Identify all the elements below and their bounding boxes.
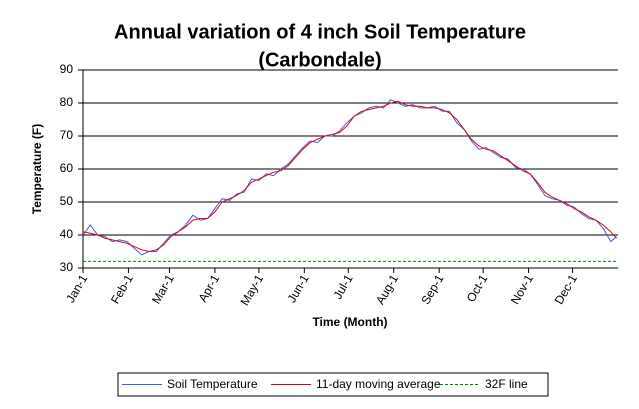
y-tick-label: 70 — [60, 128, 74, 142]
y-tick-label: 30 — [60, 260, 74, 274]
x-tick-label: Nov-1 — [508, 272, 536, 307]
y-tick-label: 90 — [60, 62, 74, 76]
legend-label: 11-day moving average — [316, 377, 441, 391]
x-tick-label: Feb-1 — [108, 272, 136, 306]
x-tick-label: Jul-1 — [331, 272, 356, 302]
x-tick-label: Aug-1 — [373, 272, 401, 307]
chart-title: Annual variation of 4 inch Soil Temperat… — [114, 21, 526, 43]
x-tick-label: Apr-1 — [195, 272, 222, 305]
y-tick-label: 40 — [60, 227, 74, 241]
y-axis-title: Temperature (F) — [30, 124, 44, 214]
x-tick-label: Mar-1 — [149, 272, 177, 306]
chart-title: (Carbondale) — [258, 49, 381, 71]
y-tick-label: 60 — [60, 161, 74, 175]
x-tick-label: Jan-1 — [63, 272, 90, 305]
x-axis-title: Time (Month) — [312, 315, 387, 329]
x-tick-label: Jun-1 — [285, 272, 312, 305]
x-tick-label: Oct-1 — [464, 272, 491, 305]
x-tick-label: Sep-1 — [418, 272, 446, 307]
x-tick-label: Dec-1 — [552, 272, 580, 307]
x-tick-label: May-1 — [237, 272, 266, 308]
legend-label: Soil Temperature — [167, 377, 258, 391]
series-line — [82, 100, 617, 253]
y-tick-label: 50 — [60, 194, 74, 208]
legend-box — [117, 372, 549, 397]
legend-label: 32F line — [485, 377, 528, 391]
y-tick-label: 80 — [60, 95, 74, 109]
